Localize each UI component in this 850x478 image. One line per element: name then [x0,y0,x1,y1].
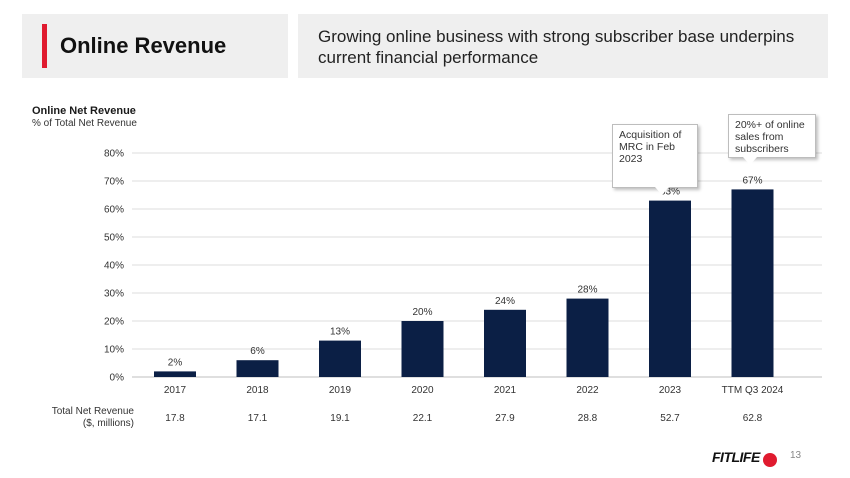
total-revenue-label: Total Net Revenue ($, millions) [51,406,134,429]
data-label: 6% [250,346,265,357]
x-tick-label: 2019 [329,385,352,396]
total-revenue-value: 52.7 [660,413,680,424]
total-revenue-value: 17.1 [248,413,268,424]
callout-subscribers-text: 20%+ of online sales from subscribers [735,119,805,155]
x-tick-label: 2018 [246,385,269,396]
x-tick-label: TTM Q3 2024 [722,385,784,396]
logo-text: FITLIFE [712,449,760,465]
bar [154,371,196,377]
bar [649,200,691,377]
fitlife-logo: FITLIFE [712,449,760,465]
y-tick-label: 60% [104,205,124,216]
chart-title: Online Net Revenue [32,105,136,117]
data-label: 13% [330,327,350,338]
chart-subtitle: % of Total Net Revenue [32,118,137,129]
callout-acquisition: Acquisition of MRC in Feb 2023 [612,124,698,195]
data-label: 67% [742,175,762,186]
y-tick-label: 50% [104,233,124,244]
title-panel: Online Revenue [22,14,288,78]
bar [731,189,774,377]
bar [319,340,361,377]
callout-acquisition-text: Acquisition of MRC in Feb 2023 [619,129,682,165]
data-label: 2% [168,357,183,368]
bar [566,298,609,377]
data-label: 28% [577,285,597,296]
data-label: 63% [660,187,680,198]
total-revenue-value: 22.1 [413,413,433,424]
x-tick-label: 2023 [659,385,682,396]
callout-tail [743,157,757,165]
x-tick-label: 2020 [411,385,434,396]
y-tick-label: 10% [104,345,124,356]
subtitle-panel: Growing online business with strong subs… [298,14,828,78]
data-label: 24% [495,296,515,307]
y-tick-label: 80% [104,149,124,160]
bar [236,360,279,377]
page-number: 13 [790,450,802,461]
x-tick-label: 2021 [494,385,517,396]
x-tick-label: 2017 [164,385,187,396]
page-subtitle: Growing online business with strong subs… [318,27,795,67]
data-label: 20% [412,307,432,318]
callout-subscribers: 20%+ of online sales from subscribers [728,114,816,165]
y-tick-label: 30% [104,289,124,300]
title-accent-bar [42,24,47,68]
bar [401,321,444,377]
total-revenue-value: 27.9 [495,413,515,424]
y-tick-label: 70% [104,177,124,188]
total-revenue-value: 28.8 [578,413,598,424]
bar [484,309,526,377]
logo-badge-icon [763,453,777,467]
total-revenue-value: 62.8 [743,413,763,424]
y-tick-label: 40% [104,261,124,272]
page-title: Online Revenue [60,33,227,58]
total-revenue-value: 19.1 [330,413,350,424]
callout-tail [655,187,669,195]
x-tick-label: 2022 [576,385,599,396]
total-revenue-value: 17.8 [165,413,185,424]
y-tick-label: 20% [104,317,124,328]
y-tick-label: 0% [110,373,125,384]
